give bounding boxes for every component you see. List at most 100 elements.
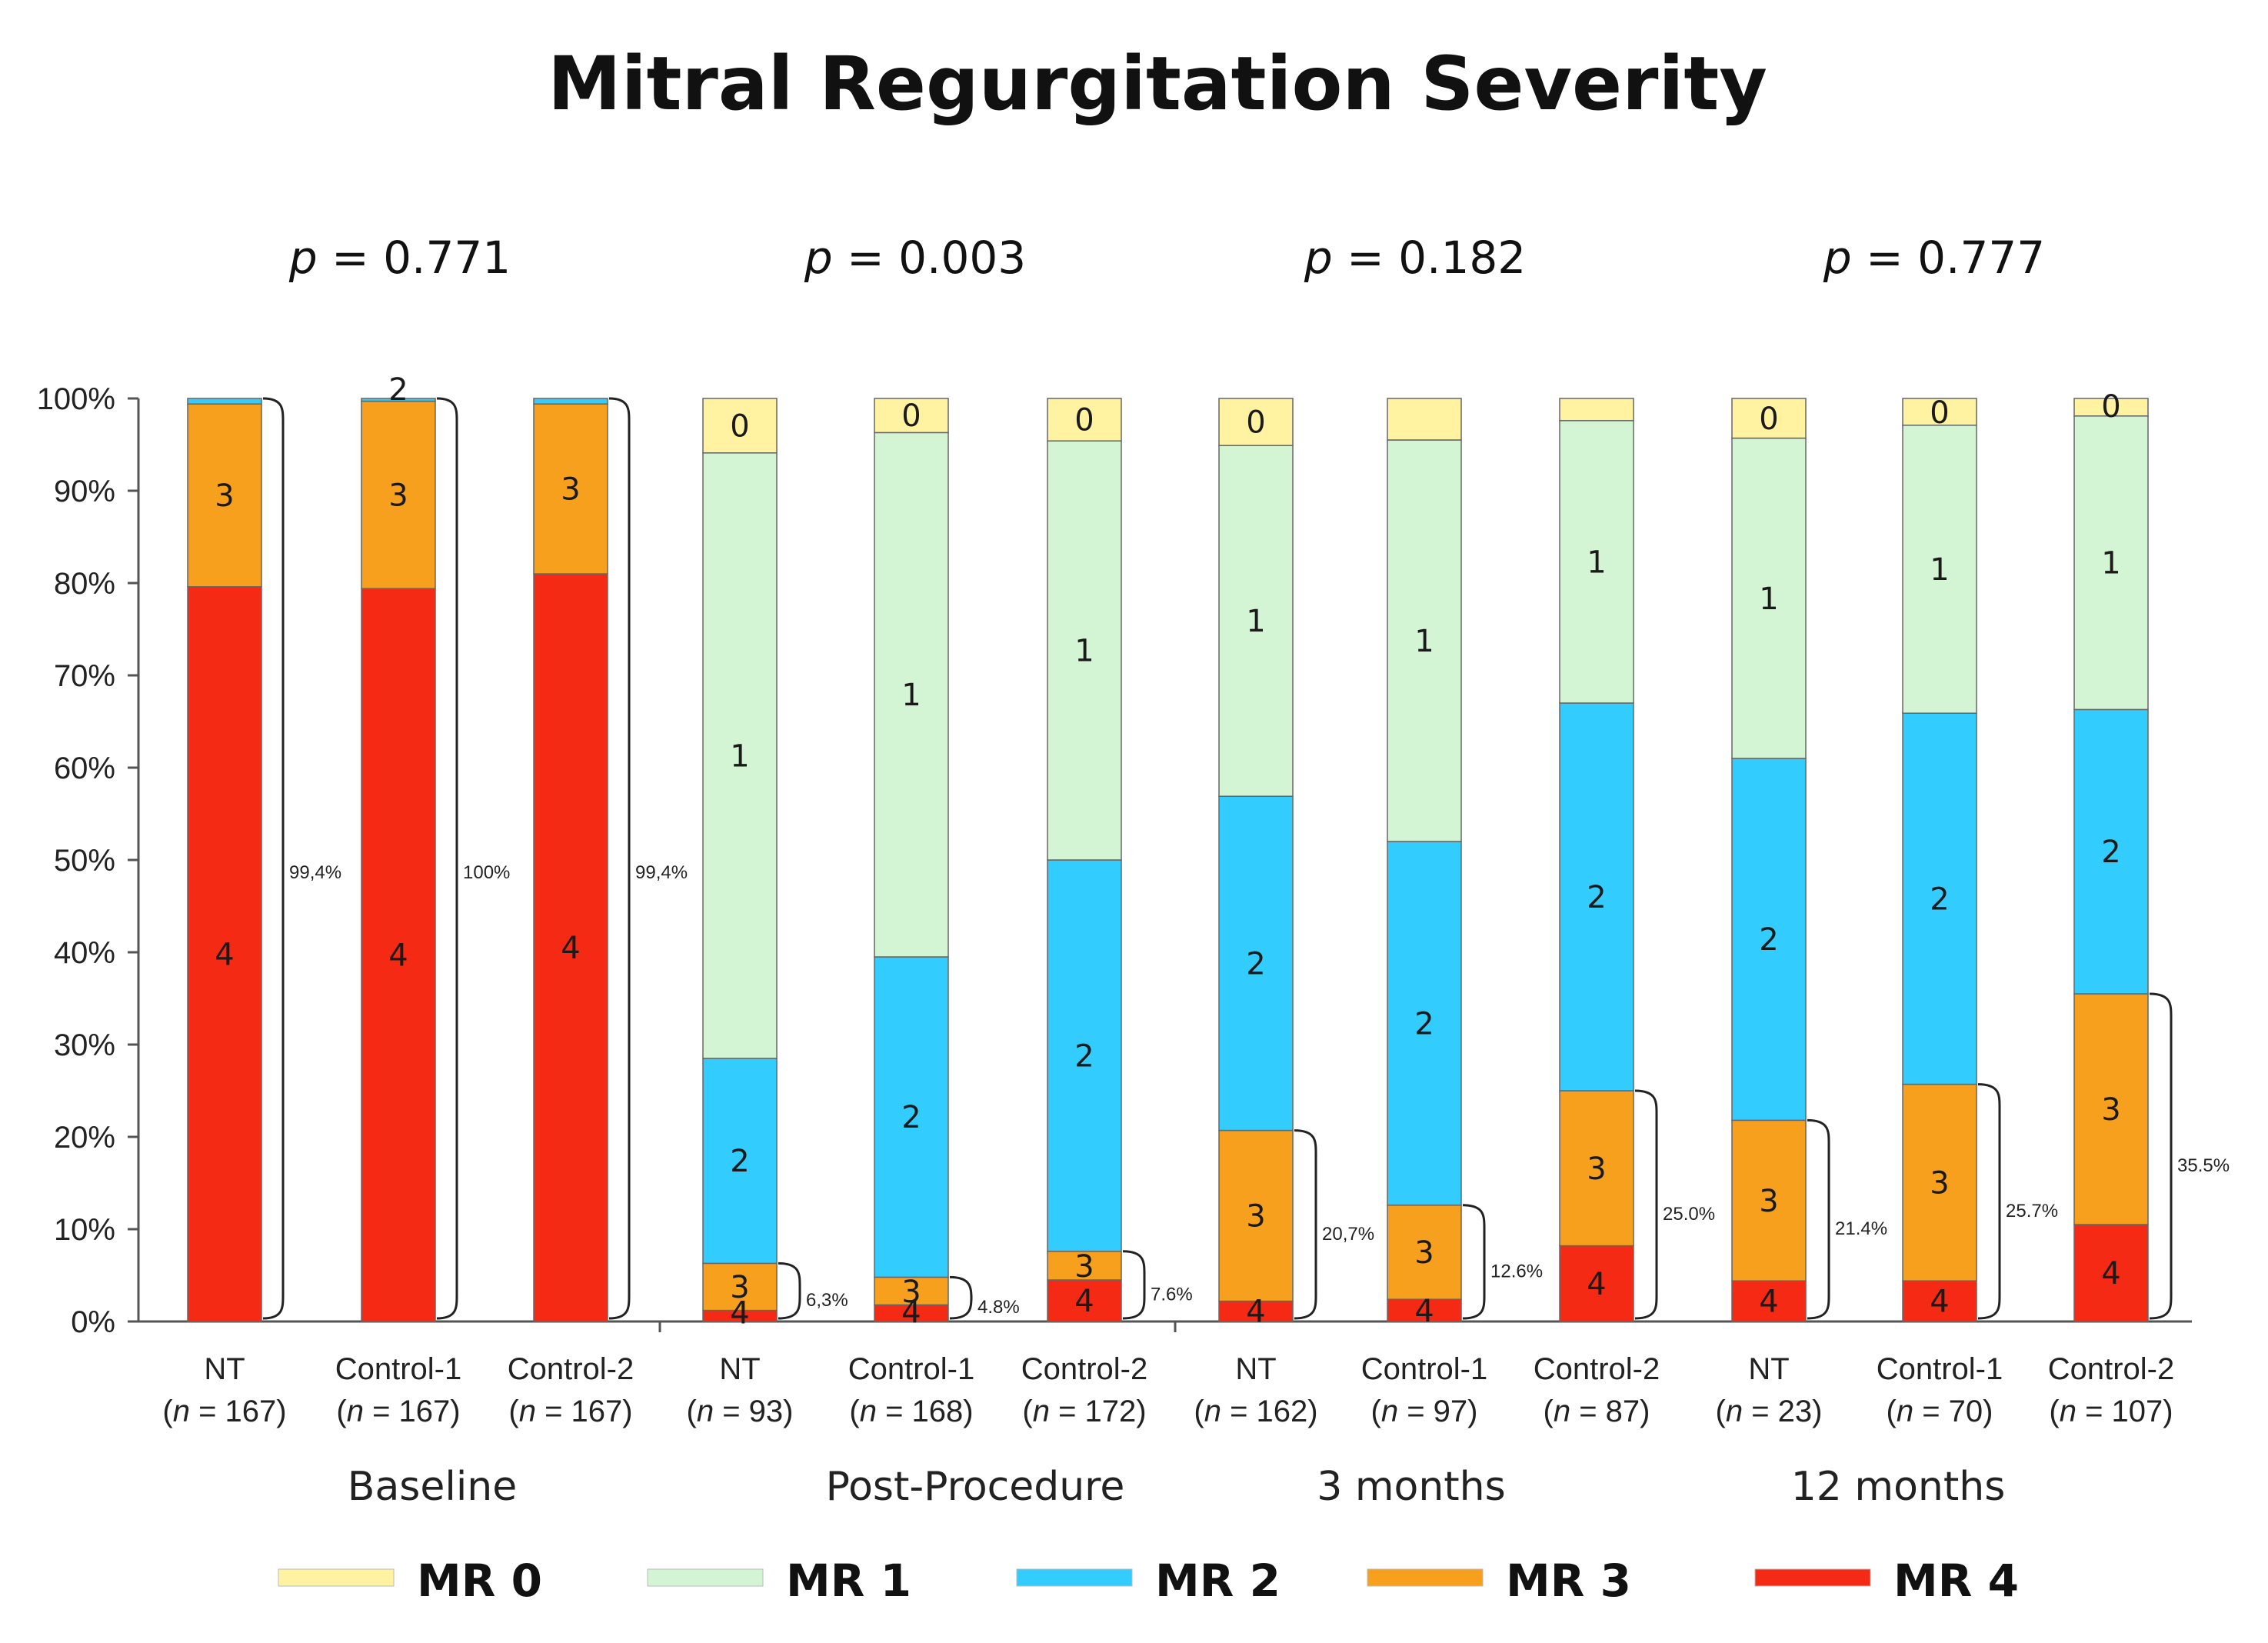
bar-stack: 0 1 2 34 7.6% [1047, 398, 1193, 1322]
x-sample-size-label: (n = 107) [2049, 1395, 2173, 1428]
bar-segment-mr3 [361, 400, 436, 589]
p-value-symbol: p [804, 232, 833, 284]
segment-label: 0 [1246, 405, 1265, 441]
x-category-label: Control-2 [1534, 1352, 1660, 1386]
bracket-label: 99,4% [289, 862, 341, 883]
bar-segment-mr4 [1387, 1298, 1462, 1322]
n-open: ( [687, 1395, 698, 1428]
segment-label: 4 [901, 1295, 921, 1330]
x-sample-size-label: (n = 167) [508, 1395, 632, 1428]
segment-label: 4 [1930, 1285, 1949, 1320]
p-value-symbol: p [1823, 232, 1852, 284]
legend-item-mr0: MR 0 [278, 1555, 542, 1607]
bar-segment-mr3 [1902, 1083, 1977, 1281]
segment-label: 3 [2101, 1092, 2120, 1128]
x-category-label: Control-1 [1877, 1352, 2003, 1386]
percent-bracket [2149, 992, 2173, 1320]
legend-label: MR 1 [786, 1555, 911, 1607]
bar-segment-mr0 [702, 398, 778, 454]
bar-segment-mr3 [1559, 1090, 1634, 1247]
n-open: ( [849, 1395, 860, 1428]
segment-label: 0 [1759, 402, 1778, 437]
bracket-label: 25.0% [1663, 1204, 1715, 1225]
segment-label: 1 [901, 678, 921, 713]
y-tick-label: 80% [54, 567, 115, 601]
n-open: ( [2049, 1395, 2060, 1428]
x-sample-size-label: (n = 93) [687, 1395, 794, 1428]
y-tick-label: 10% [54, 1213, 115, 1247]
percent-bracket [1462, 1204, 1486, 1320]
legend-label: MR 0 [417, 1555, 542, 1607]
segment-label: 4 [2101, 1256, 2120, 1291]
x-category-label: NT [719, 1352, 760, 1386]
bracket-label: 35.5% [2177, 1155, 2230, 1176]
legend-item-mr3: MR 3 [1367, 1555, 1631, 1607]
bar-segment-mr4 [2073, 1224, 2149, 1322]
x-sample-size-label: (n = 162) [1194, 1395, 1317, 1428]
bar-segment-mr1 [1559, 420, 1634, 704]
bar-stack: 0 1 2 3 4 20,7% [1218, 398, 1374, 1330]
bar-segment-mr2 [361, 398, 436, 402]
y-tick-label: 70% [54, 659, 115, 693]
segment-label: 4 [1414, 1294, 1434, 1329]
segment-label: 3 [730, 1270, 749, 1305]
segment-label: 4 [730, 1295, 749, 1331]
bar-segment-mr2 [187, 398, 262, 405]
bar-segment-mr3 [874, 1276, 949, 1306]
percent-bracket [1634, 1089, 1658, 1320]
y-tick-label: 0% [71, 1305, 115, 1339]
bar-segment-mr3 [2073, 993, 2149, 1225]
bar-segment-mr3 [187, 403, 262, 588]
bar-segment-mr1 [1731, 437, 1807, 759]
p-value-label: p = 0.003 [804, 232, 1026, 284]
n-symbol: n [1726, 1395, 1743, 1428]
bracket-label: 21.4% [1835, 1218, 1887, 1239]
n-value: = 168) [877, 1395, 974, 1428]
bar-segment-mr1 [2073, 415, 2149, 711]
x-sample-size-label: (n = 87) [1544, 1395, 1650, 1428]
bracket-label: 4.8% [977, 1297, 1020, 1318]
n-symbol: n [697, 1395, 714, 1428]
bar-segment-mr4 [1559, 1245, 1634, 1322]
bar-segment-mr1 [874, 432, 949, 958]
legend-label: MR 2 [1155, 1555, 1281, 1607]
segment-label: 2 [1074, 1038, 1094, 1074]
p-value-symbol: p [288, 232, 318, 284]
segment-label: 1 [730, 738, 749, 774]
bracket-label: 7.6% [1151, 1284, 1193, 1305]
bar-segment-mr0 [1387, 398, 1462, 441]
bar-segment-mr3 [1047, 1251, 1122, 1281]
bracket-label: 25.7% [2006, 1201, 2058, 1221]
p-value-label: p = 0.182 [1304, 232, 1526, 284]
legend-swatch [1367, 1568, 1484, 1587]
segment-label: 4 [1759, 1285, 1778, 1320]
segment-label: 3 [1759, 1184, 1778, 1219]
segment-label: 0 [1074, 403, 1094, 438]
x-category-label: NT [1235, 1352, 1276, 1386]
bar-segment-mr2 [1387, 841, 1462, 1206]
x-category-label: Control-1 [1361, 1352, 1488, 1386]
bar-segment-mr4 [1902, 1280, 1977, 1322]
segment-label: 0 [730, 408, 749, 444]
percent-bracket [436, 397, 458, 1320]
legend-swatch [1016, 1568, 1133, 1587]
n-symbol: n [860, 1395, 877, 1428]
bar-stack: 0 1 2 3 4 21.4% [1731, 398, 1887, 1322]
segment-label: 3 [1587, 1151, 1606, 1187]
percent-bracket [949, 1275, 973, 1320]
percent-bracket [1807, 1118, 1830, 1320]
x-sample-size-label: (n = 23) [1716, 1395, 1823, 1428]
bar-segment-mr2 [1902, 712, 1977, 1085]
n-symbol: n [519, 1395, 536, 1428]
y-tick-label: 50% [54, 844, 115, 878]
segment-label: 2 [901, 1100, 921, 1135]
segment-label: 2 [1930, 881, 1949, 917]
y-tick-label: 40% [54, 936, 115, 970]
bar-segment-mr2 [1047, 859, 1122, 1252]
segment-label: 2 [1759, 922, 1778, 958]
segment-label: 4 [1587, 1267, 1606, 1302]
n-value: = 172) [1050, 1395, 1147, 1428]
bar-segment-mr1 [1387, 439, 1462, 842]
x-sample-size-label: (n = 167) [336, 1395, 460, 1428]
